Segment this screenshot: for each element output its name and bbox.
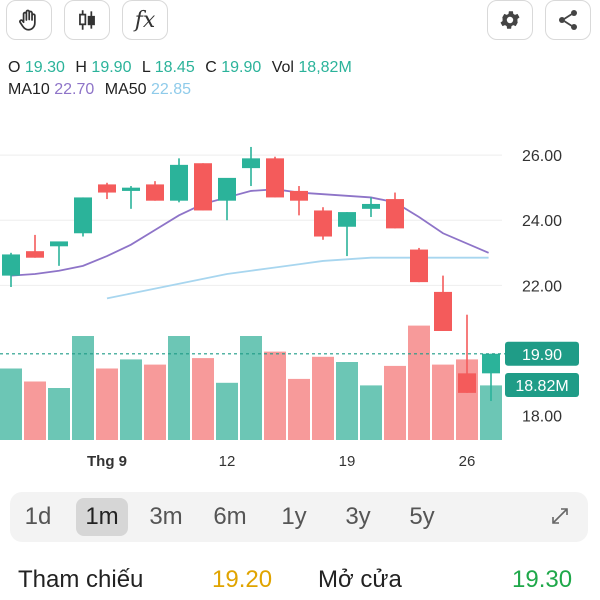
candle-body [410, 249, 428, 283]
volume-bar [72, 336, 94, 440]
timeframe-1y[interactable]: 1y [281, 503, 307, 530]
candle-body [50, 241, 68, 247]
timeframe-1m[interactable]: 1m [76, 498, 128, 536]
share-icon[interactable] [545, 0, 591, 40]
x-tick-label: 26 [459, 453, 476, 470]
volume-bar [360, 385, 382, 440]
open-label: O [8, 59, 21, 76]
high-label: H [75, 59, 87, 76]
candle-body [194, 163, 212, 211]
y-tick-label: 22.00 [522, 278, 562, 295]
ohlc-legend: O 19.30 H 19.90 L 18.45 C 19.90 Vol 18,8… [8, 59, 358, 77]
candle-body [146, 184, 164, 201]
current-price-tag [505, 341, 579, 366]
candle-body [362, 203, 380, 209]
reference-value: 19.20 [212, 566, 273, 593]
open-value: 19.30 [24, 59, 65, 76]
ma-legend: MA10 22.70 MA50 22.85 [8, 81, 191, 99]
low-label: L [141, 59, 151, 76]
volume-bar [240, 336, 262, 440]
open-price-label: Mở cửa [318, 566, 402, 593]
candle-body [290, 190, 308, 201]
expand-icon[interactable] [548, 504, 572, 528]
candle-body [74, 197, 92, 234]
candle-body [314, 210, 332, 237]
volume-bar [288, 378, 310, 440]
current-price-label: 19.90 [522, 347, 562, 364]
volume-tag [505, 373, 579, 397]
reference-label: Tham chiếu [18, 566, 144, 593]
candle-body [98, 184, 116, 193]
volume-bar [120, 359, 142, 440]
volume-bar [144, 364, 166, 440]
volume-bar [24, 381, 46, 440]
volume-bar [168, 336, 190, 440]
volume-tag-label: 18.82M [515, 378, 568, 395]
x-tick-label: 19 [339, 453, 356, 470]
volume-bar [264, 351, 286, 440]
volume-label: Vol [271, 59, 294, 76]
candle-body [122, 187, 140, 191]
open-price-value: 19.30 [512, 566, 573, 593]
gear-icon[interactable] [487, 0, 533, 40]
volume-bar [336, 362, 358, 440]
timeframe-5y[interactable]: 5y [409, 503, 435, 530]
timeframe-3m[interactable]: 3m [149, 503, 183, 530]
volume-bar [312, 356, 334, 440]
volume-bar [192, 358, 214, 440]
close-label: C [205, 59, 217, 76]
volume-value: 18,82M [298, 59, 352, 76]
volume-bar [384, 365, 406, 440]
close-value: 19.90 [221, 59, 262, 76]
price-footer: Tham chiếu 19.20 Mở cửa 19.30 [0, 560, 600, 600]
hand-pan-icon[interactable] [6, 0, 52, 40]
fx-label: fx [134, 7, 156, 33]
chart-toolbar: fx [0, 0, 600, 44]
candle-body [266, 158, 284, 198]
candle-body [482, 353, 500, 374]
ma50-line [106, 256, 489, 300]
y-tick-label-hidden: 18.00 [522, 409, 562, 426]
volume-bar [408, 325, 430, 440]
volume-bar [432, 364, 454, 440]
volume-bar [96, 368, 118, 440]
candlestick-chart[interactable]: 26.00 24.00 22.00 18.00 19.90 18.82M Thg 9 12 19… [0, 100, 600, 480]
candle-body [170, 164, 188, 201]
candle-body [26, 251, 44, 258]
candle-body [338, 212, 356, 227]
timeframe-1d[interactable]: 1d [24, 503, 52, 530]
candle-body [386, 199, 404, 229]
timeframe-6m[interactable]: 6m [213, 503, 247, 530]
volume-bar [480, 385, 502, 440]
candle-body [2, 254, 20, 276]
volume-bar [0, 368, 22, 440]
timeframe-selector: 1d 1m 3m 6m 1y 3y 5y [10, 492, 588, 542]
low-value: 18.45 [154, 59, 195, 76]
ma10-value: 22.70 [54, 81, 95, 98]
ma10-label: MA10 [8, 81, 50, 98]
function-fx-icon[interactable]: fx [122, 0, 168, 40]
candle-body [218, 177, 236, 201]
candle-body [242, 158, 260, 169]
candlestick-icon[interactable] [64, 0, 110, 40]
volume-bar [48, 388, 70, 440]
y-tick-label: 24.00 [522, 213, 562, 230]
volume-bar [216, 382, 238, 440]
y-tick-label: 26.00 [522, 148, 562, 165]
candle-body [434, 291, 452, 331]
ma50-value: 22.85 [151, 81, 192, 98]
high-value: 19.90 [91, 59, 132, 76]
ma50-label: MA50 [104, 81, 147, 98]
x-tick-label: Thg 9 [87, 453, 127, 470]
timeframe-3y[interactable]: 3y [345, 503, 371, 530]
x-tick-label: 12 [219, 453, 236, 470]
candle-body [458, 373, 476, 393]
